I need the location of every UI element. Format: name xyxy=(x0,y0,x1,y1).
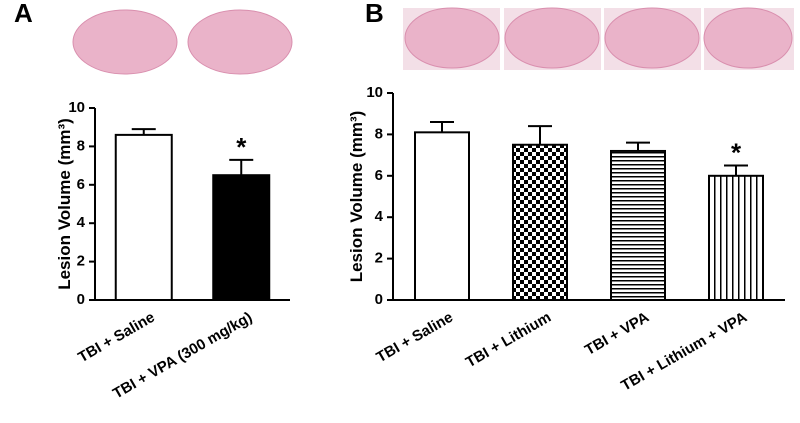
bar xyxy=(414,131,470,301)
x-tick-label: TBI + Lithium xyxy=(463,309,554,371)
panel-label: B xyxy=(365,0,384,28)
y-tick-label: 8 xyxy=(77,137,85,154)
x-tick-label: TBI + Saline xyxy=(373,309,456,366)
y-tick-label: 6 xyxy=(77,176,85,193)
significance-marker: * xyxy=(236,132,247,162)
y-tick-label: 10 xyxy=(68,99,85,116)
bar xyxy=(512,143,568,301)
bar xyxy=(212,174,271,301)
y-tick-label: 10 xyxy=(366,84,383,101)
y-axis-label: Lesion Volume (mm³) xyxy=(55,118,74,290)
y-tick-label: 4 xyxy=(375,208,384,225)
brain-images xyxy=(72,7,794,75)
y-axis-label: Lesion Volume (mm³) xyxy=(347,111,366,283)
x-tick-label: TBI + Saline xyxy=(75,309,158,366)
bar xyxy=(708,174,764,301)
y-tick-label: 2 xyxy=(375,250,383,267)
panel-label: A xyxy=(14,0,33,28)
bar xyxy=(610,149,666,301)
y-tick-label: 6 xyxy=(375,167,383,184)
y-tick-label: 0 xyxy=(77,291,85,308)
y-tick-label: 8 xyxy=(375,125,383,142)
y-tick-label: 2 xyxy=(77,253,85,270)
y-tick-label: 4 xyxy=(77,214,86,231)
x-tick-label: TBI + VPA xyxy=(582,309,652,359)
significance-marker: * xyxy=(731,137,742,167)
bar xyxy=(114,133,173,301)
y-tick-label: 0 xyxy=(375,291,383,308)
